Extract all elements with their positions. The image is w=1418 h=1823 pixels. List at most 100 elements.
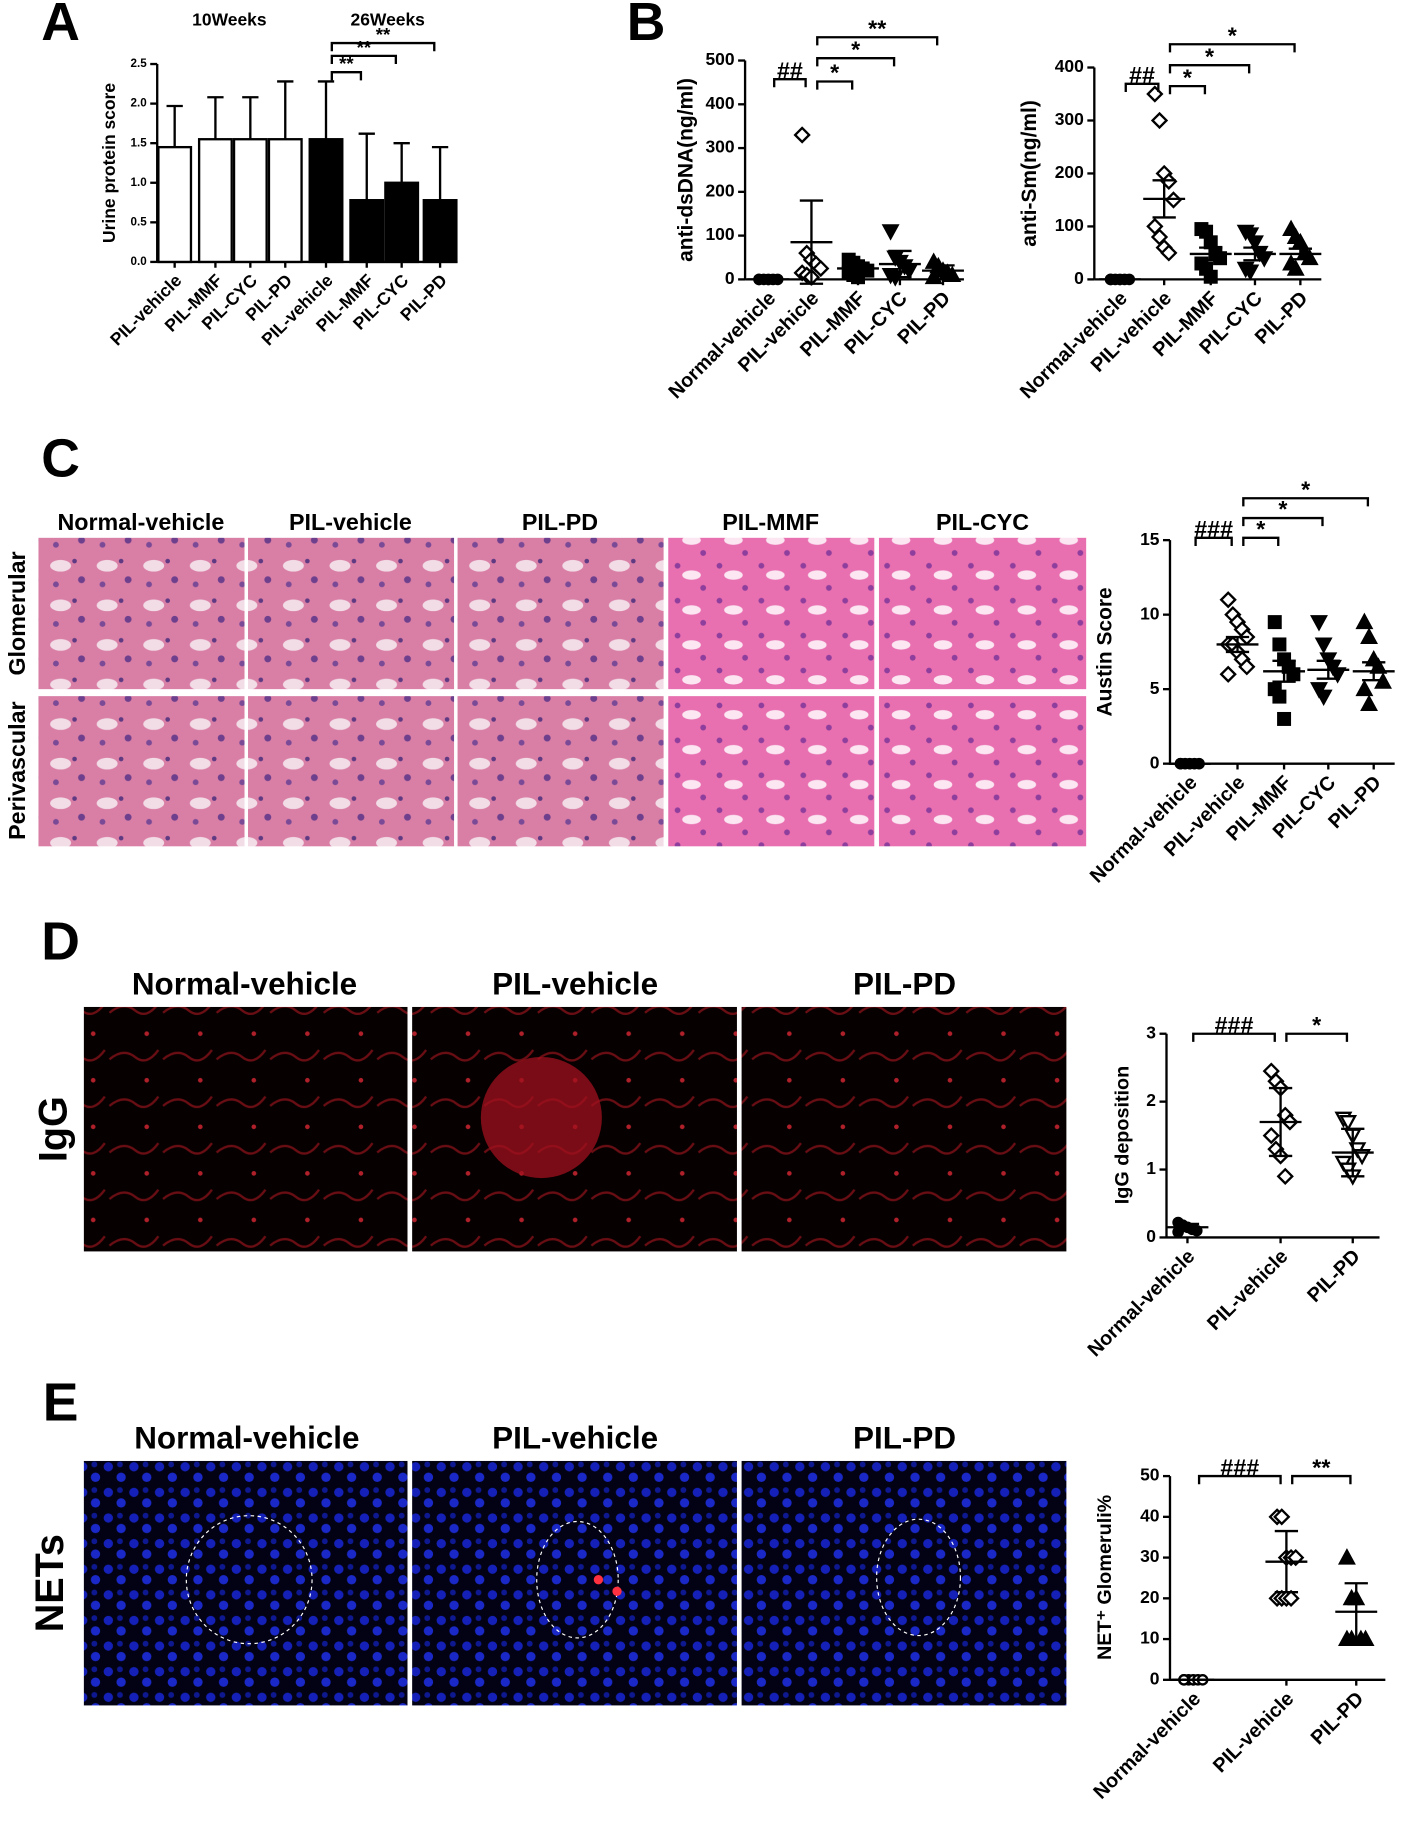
data-point (1328, 667, 1347, 684)
y-tick-label: 50 (1140, 1465, 1159, 1485)
column-label: PIL-PD (522, 509, 598, 535)
significance-label: * (1301, 476, 1311, 502)
column-label: PIL-CYC (936, 509, 1029, 535)
data-point (1337, 1548, 1356, 1565)
column-label: PIL-MMF (722, 509, 819, 535)
data-point (1300, 248, 1319, 266)
micrograph (668, 696, 875, 847)
significance-bracket (1197, 1474, 1282, 1485)
data-point (1314, 689, 1333, 707)
data-point (812, 259, 830, 278)
micrograph (457, 696, 664, 847)
column-label: PIL-vehicle (289, 509, 412, 535)
y-axis-label: NET⁺ Glomeruli% (1094, 1494, 1116, 1660)
row-label: Perivascular (4, 701, 30, 839)
micrograph (412, 1460, 737, 1706)
bar (422, 199, 458, 264)
net-signal (612, 1586, 622, 1596)
y-tick-label: 0.0 (131, 255, 147, 268)
data-point (943, 265, 962, 282)
data-point (1277, 711, 1292, 726)
panel-letter: C (41, 429, 80, 488)
significance-label: * (1183, 64, 1193, 90)
data-point (1241, 264, 1260, 281)
significance-label: ** (357, 37, 372, 58)
data-point (1286, 667, 1301, 682)
data-point (1356, 1629, 1375, 1647)
row-label: NETs (28, 1534, 72, 1632)
significance-label: * (830, 60, 840, 86)
column-label: PIL-PD (853, 1420, 956, 1455)
significance-label: ### (1215, 1012, 1254, 1038)
y-axis-label: Austin Score (1093, 587, 1116, 716)
data-point (1282, 1589, 1300, 1607)
significance-bracket (330, 71, 363, 81)
bar (308, 138, 344, 264)
y-tick-label: 300 (705, 137, 734, 157)
data-point (1339, 1115, 1358, 1132)
significance-label: * (1256, 516, 1266, 542)
y-axis-label: anti-Sm(ng/ml) (1018, 100, 1041, 247)
data-point (1360, 627, 1378, 644)
y-tick-label: 500 (705, 49, 734, 69)
data-point (1360, 694, 1378, 712)
significance-label: * (1278, 496, 1288, 522)
column-label: Normal-vehicle (134, 1420, 359, 1455)
bar (384, 181, 420, 264)
significance-bracket (1291, 1474, 1352, 1485)
row-label: IgG (31, 1096, 75, 1162)
significance-bracket (816, 57, 896, 67)
data-point (1203, 269, 1218, 284)
panel-letter: B (627, 0, 666, 52)
y-axis-label: Urine protein score (99, 83, 119, 243)
y-tick-label: 30 (1140, 1546, 1159, 1566)
micrograph (38, 696, 245, 847)
significance-bracket (1168, 84, 1207, 95)
significance-bracket (1285, 1032, 1349, 1042)
column-label: PIL-vehicle (492, 966, 658, 1001)
y-tick-label: 400 (1055, 56, 1084, 76)
y-tick-label: 10 (1140, 603, 1159, 623)
y-tick-label: 400 (705, 93, 734, 113)
y-axis-label: anti-dsDNA(ng/ml) (674, 78, 697, 262)
micrograph (741, 1006, 1067, 1252)
glomerulus-outline (876, 1518, 962, 1637)
y-tick-label: 3 (1146, 1022, 1156, 1042)
significance-bracket (330, 41, 436, 52)
y-tick-label: 0 (1146, 1226, 1156, 1246)
y-tick-label: 200 (705, 180, 734, 200)
micrograph (38, 537, 245, 690)
data-point (1276, 1167, 1294, 1185)
bar (267, 138, 303, 264)
data-point (1262, 1126, 1280, 1145)
group-label: 26Weeks (351, 10, 425, 30)
y-tick-label: 100 (705, 224, 734, 244)
x-tick-label: Normal-vehicle (1084, 1245, 1200, 1361)
x-tick-label: PIL-vehicle (1209, 1688, 1298, 1777)
significance-bracket (1168, 43, 1296, 53)
micrograph (878, 696, 1087, 847)
data-point (1246, 235, 1264, 252)
data-point (1310, 615, 1328, 632)
significance-bracket (330, 54, 398, 65)
data-point (1219, 665, 1237, 683)
y-tick-label: 20 (1140, 1587, 1159, 1607)
panel-letter: D (41, 912, 80, 971)
data-point (881, 224, 900, 241)
data-point (1272, 689, 1287, 704)
y-tick-label: 1.0 (131, 176, 147, 189)
y-tick-label: 0.5 (131, 215, 148, 228)
y-tick-label: 5 (1150, 678, 1160, 698)
y-tick-label: 0 (1150, 752, 1160, 772)
data-point (1355, 679, 1374, 697)
panel-letter: A (41, 0, 80, 52)
y-tick-label: 1 (1146, 1158, 1156, 1178)
significance-label: ** (339, 53, 354, 74)
significance-label: ## (777, 57, 803, 83)
significance-label: ## (1129, 62, 1155, 88)
y-tick-label: 0 (725, 268, 735, 288)
significance-label: ### (1220, 1454, 1259, 1480)
y-tick-label: 200 (1055, 162, 1084, 182)
y-tick-label: 15 (1140, 529, 1160, 549)
